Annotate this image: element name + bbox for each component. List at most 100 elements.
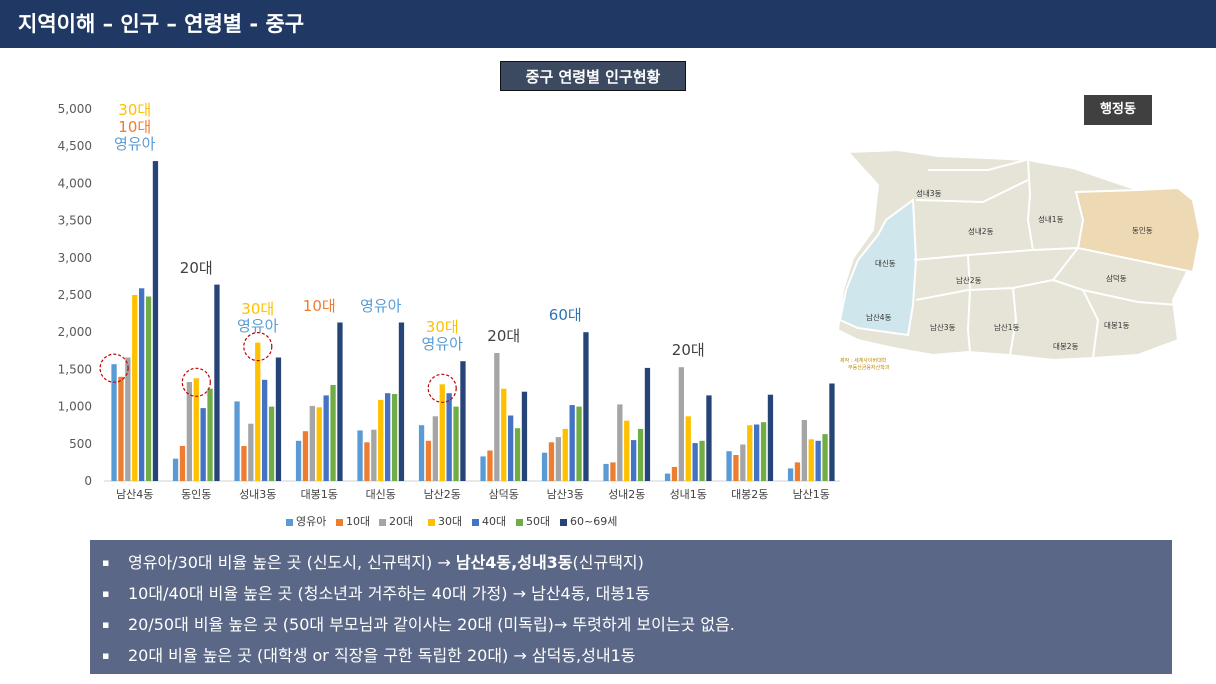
bar (494, 353, 500, 481)
bar (644, 367, 651, 481)
annotation-line: 30대 (241, 299, 275, 318)
map-district-samdeok: 삼덕동 (1106, 273, 1127, 283)
bullet-row: ▪ 20/50대 비율 높은 곳 (50대 부모님과 같이사는 20대 (미독립)… (102, 609, 1172, 640)
bar (801, 420, 807, 481)
bar (241, 446, 247, 481)
map-regions (838, 148, 1202, 362)
bar (186, 382, 192, 481)
bar (371, 429, 377, 481)
annotation-line: 30대 (118, 101, 152, 120)
x-tick-label: 동인동 (181, 488, 211, 501)
highlight-circle (99, 353, 129, 383)
legend-swatch (336, 518, 343, 526)
y-tick-label: 3,500 (58, 214, 92, 228)
x-tick-label: 성내1동 (670, 488, 707, 501)
bar (603, 463, 609, 481)
bar (364, 442, 370, 481)
bar (309, 405, 315, 481)
bar (268, 406, 275, 481)
bar (152, 161, 159, 481)
y-tick-label: 2,500 (58, 288, 92, 302)
map-district-daebong1: 대봉1동 (1104, 321, 1130, 330)
bar (118, 376, 124, 481)
y-tick-label: 1,500 (58, 362, 92, 376)
bar (794, 462, 801, 481)
y-tick-label: 3,000 (58, 251, 92, 265)
bar (460, 361, 466, 481)
legend-item: 40대 (472, 513, 506, 529)
bar (418, 425, 425, 481)
y-tick-label: 2,000 (58, 325, 92, 339)
bar-chart: 0 500 1,000 1,500 2,000 2,500 3,000 3,500 4,000 4… (58, 102, 840, 501)
bar (139, 288, 145, 481)
bar-annotation: 영유아 (341, 296, 421, 315)
annotation-line: 영유아 (360, 296, 402, 315)
bar (295, 440, 302, 481)
map-district-seongnae3: 성내3동 (916, 189, 942, 198)
bullet-bold: 남산4동,성내3동 (455, 553, 573, 572)
bar (432, 416, 438, 481)
bar (760, 422, 767, 481)
bar (726, 451, 732, 481)
bar (692, 443, 698, 481)
bar (234, 401, 240, 481)
bar (378, 399, 384, 481)
legend-label: 영유아 (296, 515, 327, 528)
map-credit-line2: 부동산금융자산학과 (848, 364, 890, 371)
legend-swatch (286, 518, 293, 526)
legend-swatch (560, 518, 567, 526)
bullet-row: ▪ 10대/40대 비율 높은 곳 (청소년과 거주하는 40대 가정) → 남산… (102, 578, 1172, 609)
x-tick-label: 남산1동 (793, 488, 830, 501)
bar (508, 415, 514, 481)
bar-annotation: 10대 (279, 297, 359, 315)
map-district-daesin: 대신동 (875, 259, 896, 268)
bar (330, 385, 336, 481)
bar (787, 468, 794, 481)
legend-label: 40대 (482, 515, 507, 528)
legend-label: 10대 (346, 515, 371, 528)
map-credit-line1: 제작 : 세계사이버대학 (840, 357, 887, 364)
bar (172, 458, 179, 481)
x-tick-label: 삼덕동 (489, 488, 519, 501)
map-region-daesin-namsan4 (838, 198, 918, 337)
y-tick-label: 1,000 (58, 400, 92, 414)
bullet-row: ▪ 영유아/30대 비율 높은 곳 (신도시, 신규택지) → 남산4동,성내3동… (102, 547, 1172, 578)
bar (385, 393, 391, 481)
bar-annotation: 20대 (648, 342, 728, 359)
legend-label: 30대 (438, 515, 463, 528)
bar (262, 379, 268, 481)
bullet-suffix: (신규택지) (572, 553, 644, 572)
map-district-daebong2: 대봉2동 (1053, 342, 1079, 351)
y-tick-label: 0 (84, 474, 92, 488)
map-region-dongin (1074, 186, 1202, 274)
bar-annotation: 30대 영유아 (218, 299, 298, 335)
bullet-text: 영유아/30대 비율 높은 곳 (신도시, 신규택지) → (128, 553, 456, 572)
legend-item: 30대 (428, 513, 462, 529)
bar (132, 295, 138, 481)
bar (125, 357, 131, 481)
bar (678, 367, 684, 481)
chart-legend: 영유아 10대 20대 30대 40대 50대 60~69세 (0, 513, 1216, 529)
summary-panel: ▪ 영유아/30대 비율 높은 곳 (신도시, 신규택지) → 남산4동,성내3동… (90, 540, 1172, 674)
bar (706, 395, 712, 481)
x-tick-label: 남산2동 (424, 488, 461, 501)
bar (733, 455, 739, 481)
annotation-line: 20대 (179, 258, 213, 277)
legend-swatch (428, 518, 435, 526)
chart-title: 중구 연령별 인구현황 (500, 61, 686, 91)
bar (822, 434, 828, 481)
x-tick-label: 남산4동 (116, 488, 153, 501)
y-tick-label: 5,000 (58, 102, 92, 116)
annotation-line: 20대 (487, 327, 521, 346)
highlight-circle (243, 332, 273, 362)
legend-item: 50대 (516, 513, 550, 529)
legend-item: 20대 (379, 513, 413, 529)
legend-item: 60~69세 (560, 513, 617, 529)
bar (302, 431, 309, 481)
annotation-line: 20대 (671, 341, 705, 360)
bar (569, 405, 575, 481)
bar (453, 406, 459, 481)
bar (398, 322, 405, 481)
map-district-namsan3: 남산3동 (930, 322, 956, 332)
y-tick-label: 4,000 (58, 176, 92, 190)
